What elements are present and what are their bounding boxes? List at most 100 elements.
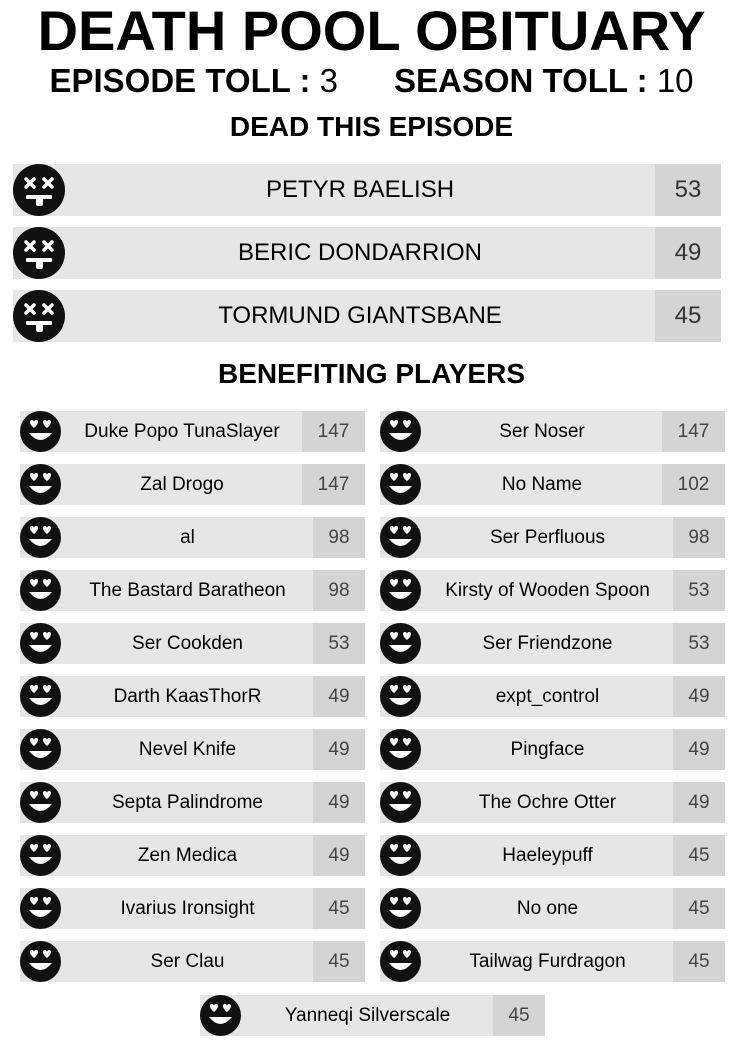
player-name: Haeleypuff <box>502 844 593 866</box>
season-toll: SEASON TOLL : 10 <box>394 63 694 99</box>
player-row: Zen Medica 49 <box>20 835 365 876</box>
player-row: Ser Noser 147 <box>380 411 725 452</box>
player-row: Ser Friendzone 53 <box>380 623 725 664</box>
player-row: Kirsty of Wooden Spoon 53 <box>380 570 725 611</box>
player-name: Ser Cookden <box>132 632 243 654</box>
player-score: 53 <box>313 623 365 664</box>
heart-eyes-face-icon <box>20 835 61 876</box>
episode-toll: EPISODE TOLL : 3 <box>49 63 338 99</box>
heart-eyes-face-icon <box>20 517 61 558</box>
dead-list: PETYR BAELISH 53 BERIC DONDARRION 49 TORMUND… <box>13 164 721 342</box>
player-name: Nevel Knife <box>138 738 237 760</box>
player-name: No one <box>516 897 579 919</box>
heart-eyes-face-icon <box>200 995 241 1036</box>
player-score: 147 <box>662 411 725 452</box>
players-column-right: Ser Noser 147 No Name 102 Ser Perfluous 98 Kir… <box>380 411 725 994</box>
dead-score: 49 <box>655 227 721 279</box>
player-score: 49 <box>673 729 725 770</box>
player-score: 49 <box>313 835 365 876</box>
dead-face-icon <box>13 290 65 342</box>
player-row: Yanneqi Silverscale 45 <box>200 995 545 1036</box>
player-name: Kirsty of Wooden Spoon <box>445 579 650 601</box>
players-column-left: Duke Popo TunaSlayer 147 Zal Drogo 147 al 98 T… <box>20 411 365 994</box>
player-name: Ser Perfluous <box>489 526 606 548</box>
heart-eyes-face-icon <box>380 570 421 611</box>
player-score: 102 <box>662 464 725 505</box>
player-row: No Name 102 <box>380 464 725 505</box>
player-row: No one 45 <box>380 888 725 929</box>
heart-eyes-face-icon <box>20 888 61 929</box>
player-score: 45 <box>313 941 365 982</box>
heart-eyes-face-icon <box>380 411 421 452</box>
dead-face-icon <box>13 227 65 279</box>
players-grid: Duke Popo TunaSlayer 147 Zal Drogo 147 al 98 T… <box>0 411 743 1051</box>
player-row: Ser Perfluous 98 <box>380 517 725 558</box>
player-name: Ser Clau <box>150 950 225 972</box>
heart-eyes-face-icon <box>380 941 421 982</box>
heart-eyes-face-icon <box>380 517 421 558</box>
player-score: 147 <box>302 464 365 505</box>
player-name: Zen Medica <box>137 844 238 866</box>
dead-row: TORMUND GIANTSBANE 45 <box>13 290 721 342</box>
player-row: expt_control 49 <box>380 676 725 717</box>
player-name: No Name <box>501 473 583 495</box>
player-name: Ser Friendzone <box>482 632 613 654</box>
player-score: 53 <box>673 623 725 664</box>
player-row: Tailwag Furdragon 45 <box>380 941 725 982</box>
player-score: 49 <box>313 676 365 717</box>
player-row: Haeleypuff 45 <box>380 835 725 876</box>
player-row: Nevel Knife 49 <box>20 729 365 770</box>
player-name: The Ochre Otter <box>478 791 617 813</box>
player-name: expt_control <box>495 685 600 707</box>
dead-score: 45 <box>655 290 721 342</box>
player-row: Duke Popo TunaSlayer 147 <box>20 411 365 452</box>
season-toll-value: 10 <box>656 62 694 99</box>
dead-section-heading: DEAD THIS EPISODE <box>229 111 514 142</box>
player-name: Ivarius Ironsight <box>120 897 255 919</box>
player-row: The Bastard Baratheon 98 <box>20 570 365 611</box>
heart-eyes-face-icon <box>20 411 61 452</box>
dead-score: 53 <box>655 164 721 216</box>
player-score: 98 <box>313 517 365 558</box>
player-score: 45 <box>673 888 725 929</box>
heart-eyes-face-icon <box>20 729 61 770</box>
player-score: 147 <box>302 411 365 452</box>
player-name: Septa Palindrome <box>111 791 264 813</box>
player-score: 49 <box>313 782 365 823</box>
players-last-row: Yanneqi Silverscale 45 <box>200 995 545 1048</box>
player-name: Ser Noser <box>499 420 585 442</box>
player-name: Tailwag Furdragon <box>469 950 626 972</box>
player-row: Ser Clau 45 <box>20 941 365 982</box>
player-row: al 98 <box>20 517 365 558</box>
player-score: 49 <box>673 676 725 717</box>
player-row: Pingface 49 <box>380 729 725 770</box>
heart-eyes-face-icon <box>380 464 421 505</box>
dead-face-icon <box>13 164 65 216</box>
player-row: Zal Drogo 147 <box>20 464 365 505</box>
heart-eyes-face-icon <box>20 941 61 982</box>
toll-summary: EPISODE TOLL : 3 SEASON TOLL : 10 <box>0 63 743 99</box>
heart-eyes-face-icon <box>380 835 421 876</box>
player-name: Pingface <box>510 738 585 760</box>
heart-eyes-face-icon <box>380 782 421 823</box>
heart-eyes-face-icon <box>380 888 421 929</box>
player-score: 45 <box>313 888 365 929</box>
player-name: Duke Popo TunaSlayer <box>84 420 280 442</box>
heart-eyes-face-icon <box>20 782 61 823</box>
player-row: Ivarius Ironsight 45 <box>20 888 365 929</box>
player-row: The Ochre Otter 49 <box>380 782 725 823</box>
dead-name: TORMUND GIANTSBANE <box>218 302 502 329</box>
player-name: The Bastard Baratheon <box>89 579 286 601</box>
player-row: Ser Cookden 53 <box>20 623 365 664</box>
player-score: 53 <box>673 570 725 611</box>
episode-toll-value: 3 <box>319 62 338 99</box>
player-score: 45 <box>493 995 545 1036</box>
player-row: Darth KaasThorR 49 <box>20 676 365 717</box>
benefit-section-heading: BENEFITING PLAYERS <box>217 358 525 389</box>
heart-eyes-face-icon <box>380 623 421 664</box>
dead-name: BERIC DONDARRION <box>237 239 483 266</box>
heart-eyes-face-icon <box>20 623 61 664</box>
heart-eyes-face-icon <box>380 676 421 717</box>
page-title: DEATH POOL OBITUARY <box>37 0 706 62</box>
player-score: 98 <box>673 517 725 558</box>
